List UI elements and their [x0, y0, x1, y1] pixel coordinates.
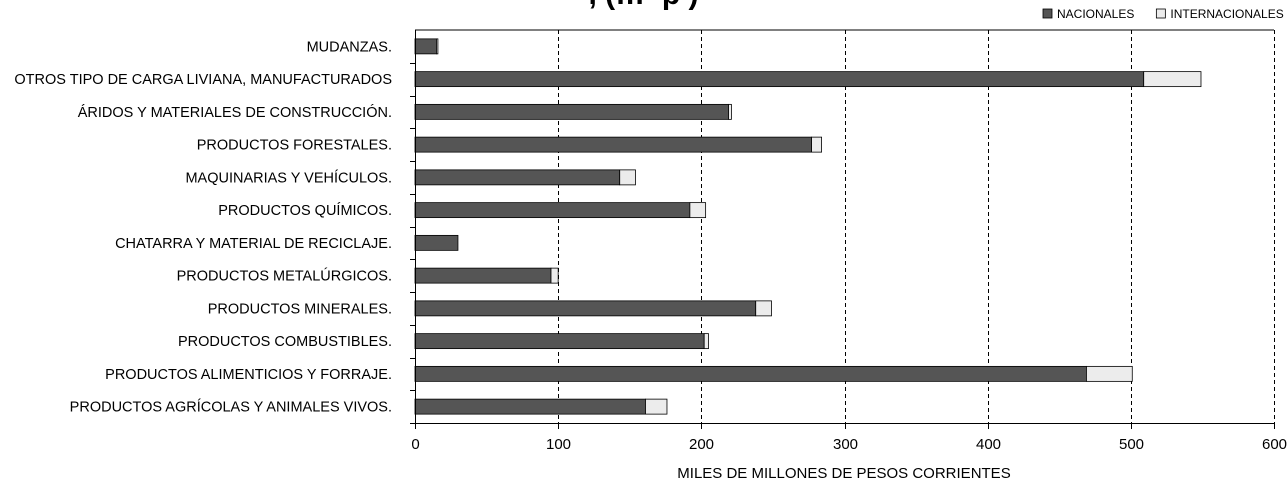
x-axis-title: MILES DE MILLONES DE PESOS CORRIENTES [677, 465, 1010, 482]
legend-label-nacionales: NACIONALES [1057, 7, 1134, 21]
legend: NACIONALES INTERNACIONALES [1042, 7, 1284, 21]
bar-internacionales [550, 267, 559, 284]
x-tick-label-300: 300 [833, 436, 858, 453]
bar-nacionales [414, 398, 646, 415]
category-label: PRODUCTOS ALIMENTICIOS Y FORRAJE. [105, 367, 392, 383]
gridlines [415, 29, 1275, 423]
category-label: ÁRIDOS Y MATERIALES DE CONSTRUCCIÓN. [78, 104, 392, 121]
chart-title-clip: , (… ­ p ) [0, 0, 1287, 12]
bar-internacionales [755, 300, 772, 317]
x-tick-label-600: 600 [1262, 436, 1287, 453]
x-tick-label-200: 200 [689, 436, 714, 453]
legend-swatch-nacionales [1042, 8, 1053, 19]
category-label: MAQUINARIAS Y VEHÍCULOS. [185, 169, 392, 186]
bar-internacionales [436, 38, 439, 55]
bar-nacionales [414, 234, 459, 251]
x-tick-label-500: 500 [1119, 436, 1144, 453]
bar-nacionales [414, 267, 552, 284]
bar-internacionales [1143, 71, 1202, 88]
category-label: PRODUCTOS MINERALES. [208, 301, 392, 317]
category-label: PRODUCTOS QUÍMICOS. [218, 202, 392, 219]
chart-title: , (… ­ p ) [0, 0, 1287, 12]
bar-nacionales [414, 365, 1087, 382]
bar-internacionales [689, 202, 707, 219]
bars [414, 38, 1202, 415]
bar-nacionales [414, 333, 705, 350]
bar-nacionales [414, 300, 757, 317]
bar-nacionales [414, 169, 621, 186]
category-label: OTROS TIPO DE CARGA LIVIANA, MANUFACTURA… [14, 72, 392, 88]
category-label: CHATARRA Y MATERIAL DE RECICLAJE. [115, 236, 392, 252]
bar-nacionales [414, 136, 812, 153]
x-tick-label-400: 400 [976, 436, 1001, 453]
bar-internacionales [811, 136, 822, 153]
legend-swatch-internacionales [1155, 8, 1166, 19]
bar-internacionales [645, 398, 668, 415]
bar-internacionales [703, 333, 709, 350]
category-label: PRODUCTOS FORESTALES. [197, 138, 392, 154]
bar-nacionales [414, 202, 691, 219]
category-labels: MUDANZAS. OTROS TIPO DE CARGA LIVIANA, MA… [14, 39, 392, 415]
category-label: PRODUCTOS COMBUSTIBLES. [178, 334, 392, 350]
bar-internacionales [1086, 365, 1133, 382]
bar-nacionales [414, 103, 729, 120]
legend-label-internacionales: INTERNACIONALES [1170, 7, 1283, 21]
x-tick-label-100: 100 [546, 436, 571, 453]
bar-nacionales [414, 71, 1145, 88]
category-label: PRODUCTOS AGRÍCOLAS Y ANIMALES VIVOS. [70, 399, 392, 416]
bar-internacionales [728, 103, 732, 120]
category-label: PRODUCTOS METALÚRGICOS. [177, 268, 392, 285]
bar-nacionales [414, 38, 437, 55]
bar-internacionales [619, 169, 636, 186]
x-tick-label-0: 0 [411, 436, 419, 453]
category-label: MUDANZAS. [307, 39, 392, 55]
axes: 0 100 200 300 400 500 600 [410, 30, 1287, 453]
